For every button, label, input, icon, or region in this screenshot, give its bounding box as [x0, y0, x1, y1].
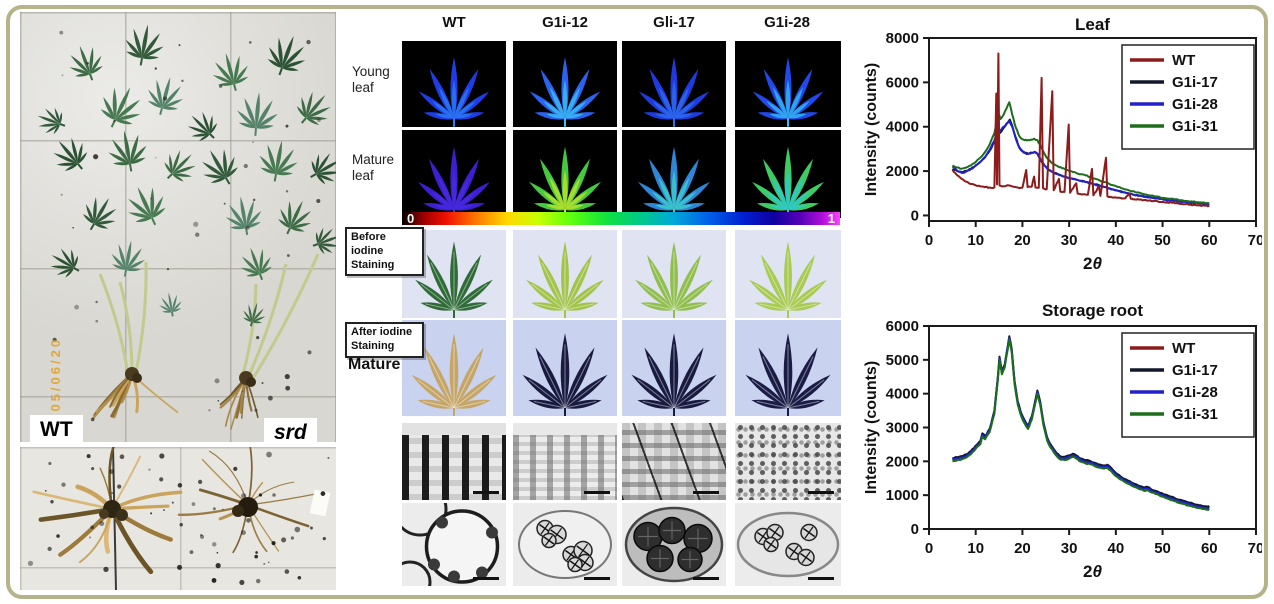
svg-text:20: 20 [1014, 232, 1031, 249]
svg-text:2θ: 2θ [1083, 562, 1102, 581]
svg-text:G1i-17: G1i-17 [1172, 362, 1218, 379]
svg-text:30: 30 [1061, 232, 1078, 249]
fluorescence-leaf-cell [513, 130, 617, 218]
stained-leaf-cell [622, 230, 726, 318]
photo-whole-plants [20, 12, 336, 442]
svg-text:Intensity (counts): Intensity (counts) [863, 63, 880, 196]
photo-roots-closeup [20, 447, 336, 590]
microscopy-row-sections [402, 423, 841, 500]
fluorescence-row-mature [402, 130, 841, 218]
stained-leaf-cell [513, 230, 617, 318]
stained-leaf-cell [735, 230, 841, 318]
svg-text:1000: 1000 [886, 487, 919, 504]
svg-text:10: 10 [967, 232, 984, 249]
stain-row-after [402, 320, 841, 416]
wild-type-label: WT [30, 415, 83, 445]
xrd-chart-leaf: Leaf Intensity (counts) 0 10 20 30 40 50 60 70 0 20… [862, 12, 1264, 286]
microscopy-cell-cell-two-clusters [513, 503, 617, 586]
svg-text:WT: WT [1172, 340, 1195, 357]
svg-text:2θ: 2θ [1083, 254, 1102, 273]
xrd-chart-storage-root: Storage root Intensity (counts) 0 10 20 30 40 5… [862, 298, 1264, 590]
stained-leaf-cell [735, 320, 841, 416]
mature-label-after: Mature [348, 356, 401, 373]
column-header-g1i12: G1i-12 [542, 14, 588, 31]
svg-text:4000: 4000 [886, 119, 919, 136]
svg-text:60: 60 [1201, 232, 1218, 249]
microscopy-cell-palisade-cracked [622, 423, 726, 500]
microscopy-cell-spongy-speckled [735, 423, 841, 500]
svg-text:70: 70 [1248, 540, 1262, 557]
colorbar-min-label: 0 [407, 211, 415, 226]
column-header-wt: WT [442, 14, 466, 31]
svg-text:G1i-17: G1i-17 [1172, 74, 1218, 91]
svg-text:30: 30 [1061, 540, 1078, 557]
svg-text:50: 50 [1154, 232, 1171, 249]
svg-text:10: 10 [967, 540, 984, 557]
svg-text:0: 0 [925, 540, 933, 557]
microscopy-cell-palisade-dense-dark [402, 423, 506, 500]
svg-text:8000: 8000 [886, 30, 919, 47]
mature-leaf-row-label: Mature leaf [352, 152, 395, 184]
fluorescence-leaf-cell [402, 130, 506, 218]
microscopy-cell-cell-empty-large [402, 503, 506, 586]
microscopy-row-cells [402, 503, 841, 586]
stained-leaf-cell [622, 320, 726, 416]
fluorescence-leaf-cell [622, 130, 726, 218]
intensity-colorbar: 0 1 [402, 211, 840, 226]
svg-text:0: 0 [925, 232, 933, 249]
svg-text:Leaf: Leaf [1075, 15, 1110, 34]
column-header-gli17: Gli-17 [653, 14, 695, 31]
svg-text:2000: 2000 [886, 453, 919, 470]
after-iodine-staining-label: After iodine Staining [345, 322, 424, 358]
svg-text:Storage root: Storage root [1042, 301, 1143, 320]
svg-text:WT: WT [1172, 52, 1195, 69]
colorbar-max-label: 1 [827, 211, 835, 226]
svg-text:70: 70 [1248, 232, 1262, 249]
fluorescence-leaf-cell [622, 41, 726, 127]
microscopy-cell-palisade-light [513, 423, 617, 500]
microscopy-cell-cell-packed-granules [622, 503, 726, 586]
fluorescence-leaf-cell [735, 130, 841, 218]
svg-text:20: 20 [1014, 540, 1031, 557]
svg-text:5000: 5000 [886, 352, 919, 369]
svg-text:2000: 2000 [886, 163, 919, 180]
srd-mutant-label: srd [264, 418, 317, 448]
stain-row-before [402, 230, 841, 318]
microscopy-cell-cell-oval-clusters [735, 503, 841, 586]
fluorescence-leaf-cell [402, 41, 506, 127]
svg-text:G1i-28: G1i-28 [1172, 384, 1218, 401]
svg-text:6000: 6000 [886, 318, 919, 335]
column-header-g1i28: G1i-28 [764, 14, 810, 31]
svg-text:3000: 3000 [886, 420, 919, 437]
svg-text:40: 40 [1108, 540, 1125, 557]
svg-text:0: 0 [911, 521, 919, 538]
svg-text:60: 60 [1201, 540, 1218, 557]
svg-text:6000: 6000 [886, 74, 919, 91]
svg-text:50: 50 [1154, 540, 1171, 557]
stained-leaf-cell [513, 320, 617, 416]
svg-text:0: 0 [911, 207, 919, 224]
svg-text:G1i-28: G1i-28 [1172, 96, 1218, 113]
svg-text:4000: 4000 [886, 386, 919, 403]
fluorescence-leaf-cell [513, 41, 617, 127]
fluorescence-leaf-cell [735, 41, 841, 127]
fluorescence-row-young [402, 41, 841, 127]
before-iodine-staining-label: Before iodine Staining [345, 227, 424, 277]
svg-text:G1i-31: G1i-31 [1172, 118, 1218, 135]
svg-text:G1i-31: G1i-31 [1172, 406, 1218, 423]
svg-text:40: 40 [1108, 232, 1125, 249]
svg-text:Intensity (counts): Intensity (counts) [863, 361, 880, 494]
young-leaf-row-label: Young leaf [352, 64, 390, 96]
photo-date-stamp: 2005/06/20 [48, 336, 63, 432]
